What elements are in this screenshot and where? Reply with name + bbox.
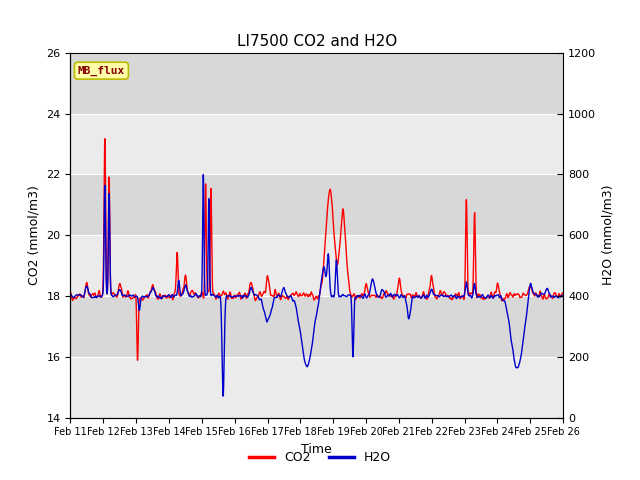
- Bar: [70, 235, 563, 296]
- Text: MB_flux: MB_flux: [78, 66, 125, 76]
- Y-axis label: H2O (mmol/m3): H2O (mmol/m3): [602, 185, 615, 286]
- Bar: [70, 174, 563, 235]
- Bar: [70, 357, 563, 418]
- Bar: [70, 53, 563, 114]
- Bar: [70, 114, 563, 174]
- Bar: [70, 296, 563, 357]
- X-axis label: Time: Time: [301, 443, 332, 456]
- Legend: CO2, H2O: CO2, H2O: [244, 446, 396, 469]
- Y-axis label: CO2 (mmol/m3): CO2 (mmol/m3): [28, 185, 41, 285]
- Title: LI7500 CO2 and H2O: LI7500 CO2 and H2O: [237, 34, 397, 49]
